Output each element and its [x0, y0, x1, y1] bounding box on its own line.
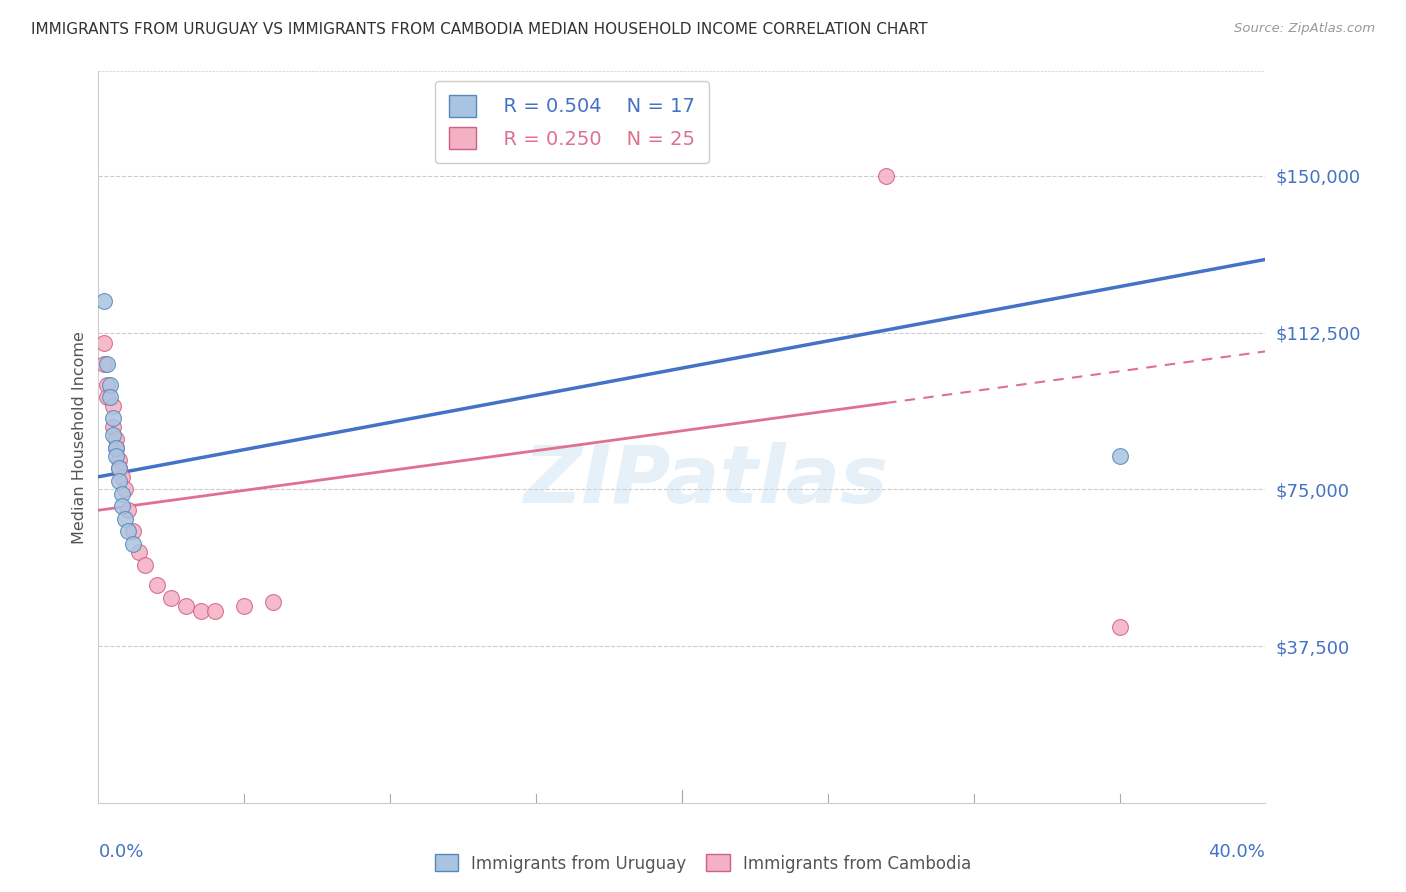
Point: [1108, 620, 1130, 634]
Point: [134, 558, 156, 572]
Point: [108, 474, 131, 488]
Point: [114, 483, 136, 497]
Point: [101, 428, 124, 442]
Point: [233, 599, 256, 614]
Point: [262, 595, 284, 609]
Text: 0.0%: 0.0%: [98, 843, 143, 861]
Point: [93, 357, 115, 371]
Text: IMMIGRANTS FROM URUGUAY VS IMMIGRANTS FROM CAMBODIA MEDIAN HOUSEHOLD INCOME CORR: IMMIGRANTS FROM URUGUAY VS IMMIGRANTS FR…: [31, 22, 928, 37]
Point: [111, 499, 134, 513]
Point: [96, 377, 118, 392]
Point: [104, 441, 127, 455]
Point: [122, 536, 145, 550]
Point: [104, 432, 127, 446]
Point: [146, 578, 169, 592]
Point: [111, 486, 134, 500]
Point: [104, 449, 127, 463]
Text: Source: ZipAtlas.com: Source: ZipAtlas.com: [1234, 22, 1375, 36]
Point: [93, 336, 115, 351]
Legend: Immigrants from Uruguay, Immigrants from Cambodia: Immigrants from Uruguay, Immigrants from…: [427, 847, 979, 880]
Point: [108, 453, 131, 467]
Point: [111, 470, 134, 484]
Point: [101, 411, 124, 425]
Point: [190, 603, 212, 617]
Point: [160, 591, 183, 605]
Point: [122, 524, 145, 538]
Point: [1108, 449, 1130, 463]
Y-axis label: Median Household Income: Median Household Income: [72, 331, 87, 543]
Point: [108, 461, 131, 475]
Text: ZIPatlas: ZIPatlas: [523, 442, 887, 520]
Point: [96, 357, 118, 371]
Text: 40.0%: 40.0%: [1209, 843, 1265, 861]
Legend:   R = 0.504    N = 17,   R = 0.250    N = 25: R = 0.504 N = 17, R = 0.250 N = 25: [434, 81, 709, 163]
Point: [101, 399, 124, 413]
Point: [875, 169, 897, 183]
Point: [117, 524, 139, 538]
Point: [98, 390, 121, 404]
Point: [98, 377, 121, 392]
Point: [108, 461, 131, 475]
Point: [174, 599, 197, 614]
Point: [117, 503, 139, 517]
Point: [101, 419, 124, 434]
Point: [204, 603, 226, 617]
Point: [104, 441, 127, 455]
Point: [128, 545, 150, 559]
Point: [96, 390, 118, 404]
Point: [114, 511, 136, 525]
Point: [93, 294, 115, 309]
